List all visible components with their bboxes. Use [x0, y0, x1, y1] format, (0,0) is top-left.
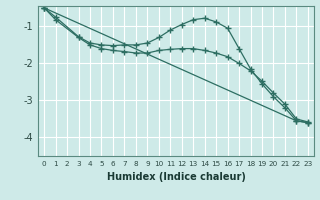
X-axis label: Humidex (Indice chaleur): Humidex (Indice chaleur) — [107, 172, 245, 182]
